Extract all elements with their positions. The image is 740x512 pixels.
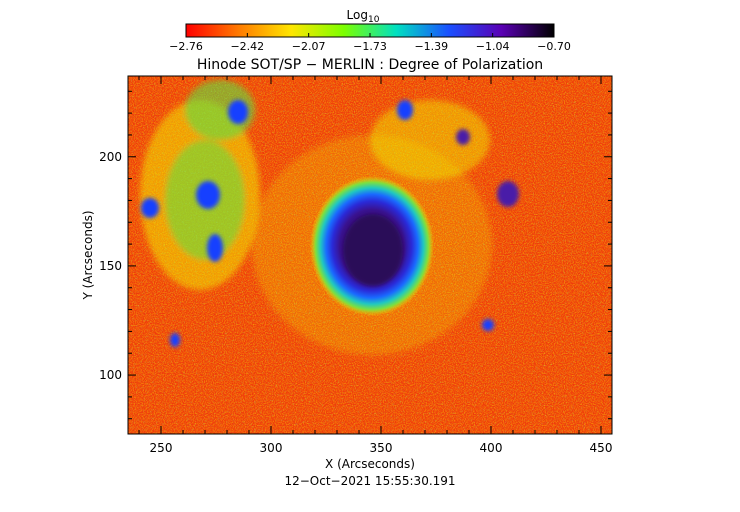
plot-frame	[127, 75, 613, 435]
y-tick-label: 200	[99, 150, 122, 164]
knot-top	[228, 100, 248, 124]
colorbar-tick-label: −1.04	[476, 40, 510, 53]
colorbar-tick-label: −1.39	[414, 40, 448, 53]
x-tick-label: 400	[480, 441, 503, 455]
colorbar-ticks: −2.76 −2.42 −2.07 −1.73 −1.39 −1.04 −0.70	[169, 33, 571, 53]
knot-left-2	[196, 181, 220, 209]
y-axis-label: Y (Arcseconds)	[81, 210, 95, 300]
colorbar: Log10 −2.76 −2.42 −2.07 −1.73 −1.39 −1.04 −0.7…	[169, 8, 571, 53]
polarization-map	[128, 76, 612, 434]
pore-2	[497, 181, 519, 207]
y-axis-ticks: 100 150 200	[99, 90, 612, 420]
x-axis-ticks: 250 300 350 400 450	[138, 76, 613, 455]
blue-knots	[141, 100, 519, 347]
colorbar-tick-label: −2.76	[169, 40, 203, 53]
x-tick-label: 350	[370, 441, 393, 455]
colorbar-label: Log10	[347, 8, 380, 25]
colorbar-tick-label: −2.42	[230, 40, 264, 53]
knot-upper	[397, 100, 413, 120]
timestamp: 12−Oct−2021 15:55:30.191	[284, 474, 455, 488]
x-tick-label: 450	[590, 441, 613, 455]
knot-left-3	[207, 234, 223, 262]
colorbar-tick-label: −0.70	[537, 40, 571, 53]
x-axis-label: X (Arcseconds)	[325, 457, 415, 471]
pore-1	[456, 129, 470, 145]
knot-left-1	[141, 198, 159, 218]
knot-bottom	[482, 319, 494, 331]
x-tick-label: 300	[260, 441, 283, 455]
colorbar-tick-label: −1.73	[353, 40, 387, 53]
sunspot-umbra	[343, 214, 403, 286]
x-tick-label: 250	[150, 441, 173, 455]
y-tick-label: 100	[99, 368, 122, 382]
y-tick-label: 150	[99, 259, 122, 273]
knot-lower-left	[170, 333, 180, 347]
colorbar-tick-label: −2.07	[292, 40, 326, 53]
chart-title: Hinode SOT/SP − MERLIN : Degree of Polar…	[197, 57, 543, 73]
